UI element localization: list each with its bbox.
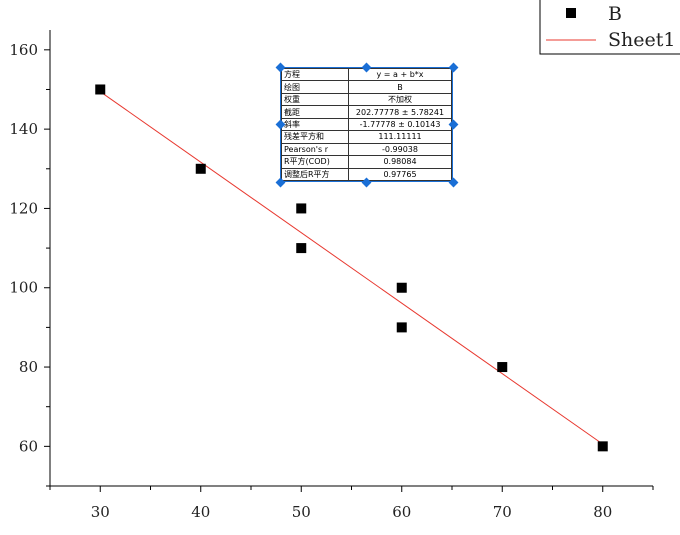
- x-tick-label: 30: [91, 503, 110, 521]
- stats-value: 202.77778 ± 5.78241: [348, 105, 452, 119]
- y-tick-label: 60: [19, 437, 38, 455]
- data-point: [296, 203, 307, 214]
- y-tick-label: 120: [9, 199, 38, 217]
- data-point: [195, 163, 206, 174]
- fit-line-group: [99, 91, 604, 445]
- stats-value: 0.97765: [348, 167, 452, 181]
- y-tick-label: 80: [19, 358, 38, 376]
- stats-row: Pearson's r -0.99038: [281, 142, 452, 157]
- data-point: [396, 282, 407, 293]
- stats-value: 0.98084: [348, 155, 452, 169]
- legend-label-b: B: [608, 3, 622, 25]
- stats-key: 绘图: [281, 80, 349, 94]
- stats-key: 调整后R平方: [281, 167, 349, 181]
- stats-key: R平方(COD): [281, 155, 349, 169]
- fit-line: [99, 91, 604, 445]
- stats-value: B: [348, 80, 452, 94]
- stats-key: 权重: [281, 92, 349, 107]
- y-tick-label: 100: [9, 279, 38, 297]
- x-tick-label: 70: [493, 503, 512, 521]
- stats-row: R平方(COD) 0.98084: [281, 155, 452, 169]
- stats-key: 截距: [281, 105, 349, 119]
- axes: 30 40 50 60 70 80 60 80 100 120 140 160: [9, 30, 654, 521]
- fit-statistics-table[interactable]: 方程 y = a + b*x 绘图 B 权重 不加权 截距 202.77778 ± 5.782…: [280, 67, 453, 182]
- stats-row: 截距 202.77778 ± 5.78241: [281, 105, 452, 119]
- stats-row: 残差平方和 111.11111: [281, 130, 452, 144]
- legend-label-sheet1: Sheet1: [608, 29, 675, 51]
- legend[interactable]: B Sheet1: [539, 0, 680, 55]
- legend-marker-b: [566, 8, 576, 18]
- stats-row: 调整后R平方 0.97765: [281, 167, 452, 181]
- data-point: [396, 322, 407, 333]
- y-tick-label: 140: [9, 120, 38, 138]
- legend-box: [539, 0, 680, 55]
- stats-row: 权重 不加权: [281, 92, 452, 107]
- x-tick-label: 80: [593, 503, 612, 521]
- stats-row: 绘图 B: [281, 80, 452, 94]
- x-tick-label: 40: [191, 503, 210, 521]
- stats-key: Pearson's r: [281, 142, 349, 157]
- data-point: [597, 441, 608, 452]
- stats-value: 不加权: [348, 92, 452, 107]
- data-point: [95, 84, 106, 95]
- data-points: [95, 84, 608, 452]
- stats-value: -1.77778 ± 0.10143: [348, 117, 452, 132]
- stats-value: -0.99038: [348, 142, 452, 157]
- x-tick-label: 60: [392, 503, 411, 521]
- x-tick-label: 50: [292, 503, 311, 521]
- stats-key: 斜率: [281, 117, 349, 132]
- data-point: [296, 243, 307, 254]
- stats-key: 方程: [281, 67, 349, 82]
- stats-key: 残差平方和: [281, 130, 349, 144]
- stats-value: 111.11111: [348, 130, 452, 144]
- y-tick-label: 160: [9, 41, 38, 59]
- data-point: [497, 362, 508, 373]
- stats-row: 斜率 -1.77778 ± 0.10143: [281, 117, 452, 132]
